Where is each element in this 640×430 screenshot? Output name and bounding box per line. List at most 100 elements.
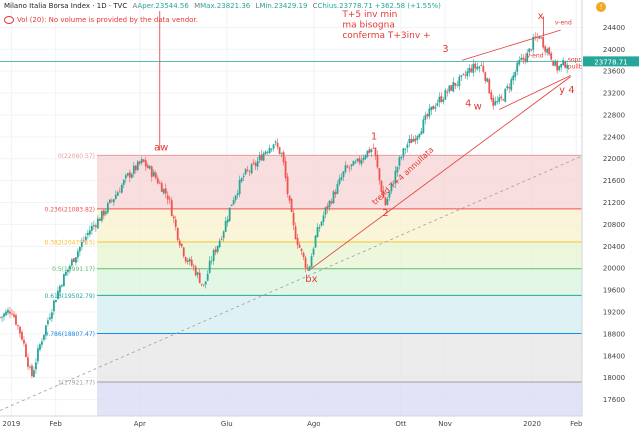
candle-body	[510, 79, 513, 91]
annotation-label: y 4	[559, 85, 574, 96]
current-price-label: 23778.71	[594, 58, 627, 66]
symbol-title[interactable]: Milano Italia Borsa Index · 1D · TVC	[4, 2, 128, 10]
candle-body	[454, 82, 457, 86]
candle-body	[220, 239, 223, 240]
candle-body	[492, 97, 495, 106]
price-tick-label: 20400	[603, 243, 625, 251]
price-tick-label: 21200	[603, 199, 625, 207]
info-badge-icon[interactable]: !	[596, 2, 606, 12]
candle-body	[35, 362, 37, 370]
candle-body	[384, 197, 387, 206]
candle-body	[160, 183, 163, 192]
candle-body	[210, 260, 213, 262]
time-tick-label: Feb	[570, 420, 583, 428]
candle-body	[164, 188, 167, 194]
candle-body	[482, 65, 485, 72]
candle-body	[512, 75, 515, 81]
candle-body	[86, 232, 89, 236]
time-tick-label: Ago	[307, 420, 321, 428]
candle-body	[226, 219, 229, 223]
candle-body	[82, 240, 85, 242]
annotation-label: v-end	[555, 20, 572, 27]
candle-body	[70, 259, 73, 266]
annotation-label: 2	[382, 208, 388, 219]
candle-body	[346, 166, 349, 168]
price-tick-label: 23200	[603, 90, 625, 98]
candle-body	[298, 244, 301, 248]
candle-body	[292, 212, 295, 226]
candle-body	[562, 60, 565, 66]
candle-body	[114, 194, 117, 199]
candle-body	[176, 227, 179, 240]
candle-body	[21, 332, 23, 340]
fib-band	[97, 208, 582, 242]
candle-body	[396, 166, 399, 173]
candle-body	[288, 195, 291, 201]
candle-body	[426, 114, 429, 117]
time-tick-label: Ott	[395, 420, 406, 428]
candle-body	[128, 172, 131, 178]
eye-icon[interactable]	[4, 16, 14, 24]
candle-body	[404, 149, 407, 150]
candle-body	[432, 105, 435, 110]
candle-body	[116, 192, 119, 196]
fib-level-label: 0(22060.57)	[58, 153, 95, 160]
candle-body	[78, 246, 81, 252]
candle-body	[398, 157, 401, 166]
candle-body	[418, 134, 421, 138]
candle-body	[560, 63, 563, 68]
candle-body	[90, 225, 93, 231]
candle-body	[216, 245, 219, 252]
candle-body	[336, 183, 339, 194]
candle-body	[146, 165, 149, 169]
candle-body	[566, 64, 569, 69]
annotation-label: sopra	[568, 56, 585, 63]
candle-body	[43, 334, 45, 340]
price-tick-label: 17600	[603, 396, 625, 404]
annotation-label: x	[538, 11, 544, 22]
candle-body	[462, 73, 465, 75]
candle-body	[344, 165, 347, 172]
price-tick-label: 22800	[603, 111, 625, 119]
candle-body	[440, 96, 443, 103]
price-tick-label: 20800	[603, 221, 625, 229]
candle-body	[532, 36, 535, 50]
candle-body	[424, 115, 427, 120]
candle-body	[254, 163, 257, 167]
candle-body	[472, 63, 475, 73]
candle-body	[268, 147, 271, 154]
candle-body	[478, 66, 481, 69]
candle-body	[138, 161, 141, 164]
candle-body	[416, 136, 419, 140]
candle-body	[31, 365, 33, 377]
candle-body	[0, 317, 1, 319]
candle-body	[264, 151, 267, 155]
candle-body	[212, 250, 215, 261]
candle-body	[334, 191, 337, 195]
candle-body	[380, 180, 383, 192]
candle-body	[436, 103, 439, 106]
candle-body	[170, 200, 173, 217]
candle-body	[200, 283, 203, 285]
candle-body	[234, 195, 237, 201]
candle-body	[162, 188, 165, 194]
candle-body	[202, 284, 205, 286]
candle-body	[76, 251, 79, 258]
candle-body	[13, 314, 15, 317]
candle-body	[208, 260, 211, 273]
price-tick-label: 20000	[603, 265, 625, 273]
candle-body	[47, 320, 49, 325]
candle-body	[442, 99, 445, 102]
candle-body	[546, 48, 549, 53]
candle-body	[7, 310, 9, 313]
candle-body	[554, 60, 557, 66]
line-channel-lower	[499, 75, 571, 110]
candle-body	[120, 184, 123, 193]
open-value: Aper.23544.56	[137, 2, 189, 10]
candle-body	[23, 340, 25, 344]
annotation-label: 1	[371, 132, 377, 143]
candle-body	[552, 60, 555, 66]
candle-body	[326, 205, 329, 209]
candle-body	[224, 220, 227, 232]
